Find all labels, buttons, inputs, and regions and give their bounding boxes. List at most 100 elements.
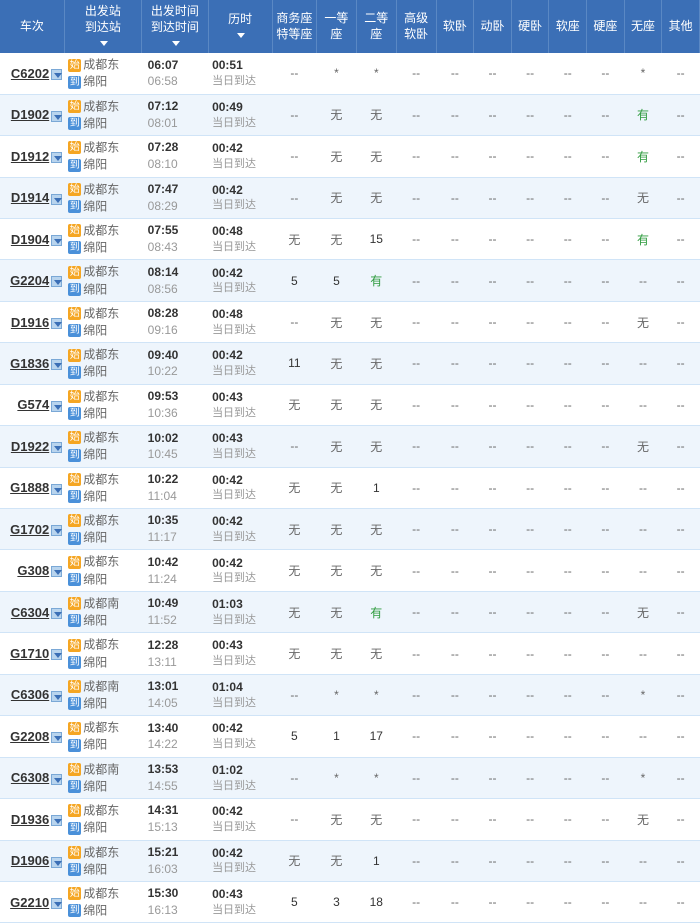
seat-value: 5 [291,895,298,909]
expand-icon[interactable] [51,235,62,246]
train-no-link[interactable]: G1710 [10,646,49,661]
train-no-link[interactable]: D1912 [11,149,49,164]
seat-cell: 无 [272,550,316,591]
train-no-link[interactable]: G1888 [10,480,49,495]
header-col-0[interactable]: 车次 [0,0,64,53]
sort-icon[interactable] [172,41,180,46]
seat-value: -- [451,771,459,785]
seat-value: -- [601,729,609,743]
expand-icon[interactable] [51,318,62,329]
train-no-link[interactable]: G1836 [10,356,49,371]
expand-icon[interactable] [51,194,62,205]
expand-icon[interactable] [51,359,62,370]
header-col-9[interactable]: 动卧 [474,0,512,53]
header-col-2[interactable]: 出发时间到达时间 [142,0,208,53]
train-no-link[interactable]: C6308 [11,770,49,785]
train-no-link[interactable]: D1902 [11,107,49,122]
expand-icon[interactable] [51,774,62,785]
expand-icon[interactable] [51,276,62,287]
header-col-1[interactable]: 出发站到达站 [64,0,141,53]
expand-icon[interactable] [51,69,62,80]
duration: 00:42 [212,347,270,364]
header-col-10[interactable]: 硬卧 [511,0,549,53]
seat-value: -- [451,564,459,578]
station-cell: 始成都东到绵阳 [64,301,141,342]
seat-cell: -- [474,550,512,591]
arrive-time: 11:17 [148,529,206,546]
table-row: G1710始成都东到绵阳12:2813:1100:43当日到达无无无------… [0,633,700,674]
depart-badge: 始 [68,804,81,817]
expand-icon[interactable] [51,691,62,702]
expand-icon[interactable] [51,898,62,909]
expand-icon[interactable] [51,608,62,619]
expand-icon[interactable] [51,649,62,660]
seat-cell: -- [511,426,549,467]
train-no-link[interactable]: D1906 [11,853,49,868]
train-no-link[interactable]: G2210 [10,895,49,910]
header-col-5[interactable]: 一等座 [317,0,357,53]
expand-icon[interactable] [51,401,62,412]
header-col-7[interactable]: 高级软卧 [396,0,436,53]
train-no-link[interactable]: D1936 [11,812,49,827]
arrive-time: 08:01 [148,115,206,132]
train-no-link[interactable]: D1916 [11,315,49,330]
train-no-link[interactable]: C6306 [11,687,49,702]
train-no-link[interactable]: G308 [17,563,49,578]
seat-value: 无 [288,647,300,661]
seat-cell: -- [549,550,587,591]
expand-icon[interactable] [51,442,62,453]
expand-icon[interactable] [51,732,62,743]
header-col-6[interactable]: 二等座 [356,0,396,53]
expand-icon[interactable] [51,525,62,536]
expand-icon[interactable] [51,566,62,577]
seat-value: -- [290,191,298,205]
station-cell: 始成都东到绵阳 [64,550,141,591]
header-col-13[interactable]: 无座 [624,0,662,53]
seat-cell: 无 [356,550,396,591]
seat-value: -- [564,522,572,536]
train-no-link[interactable]: G1702 [10,522,49,537]
train-no-link[interactable]: D1904 [11,232,49,247]
expand-icon[interactable] [51,857,62,868]
seat-value: -- [564,564,572,578]
duration: 00:42 [212,472,270,489]
train-no-link[interactable]: D1922 [11,439,49,454]
header-col-14[interactable]: 其他 [662,0,700,53]
table-row: G574始成都东到绵阳09:5310:3600:43当日到达无无无-------… [0,384,700,425]
train-no-cell: G1888 [0,467,64,508]
expand-icon[interactable] [51,152,62,163]
sort-icon[interactable] [237,33,245,38]
seat-cell: -- [511,840,549,881]
train-no-link[interactable]: G2204 [10,273,49,288]
seat-cell: 无 [624,301,662,342]
seat-cell: -- [624,260,662,301]
expand-icon[interactable] [51,111,62,122]
seat-value: 有 [370,274,382,288]
header-col-12[interactable]: 硬座 [587,0,625,53]
duration: 00:51 [212,57,270,74]
expand-icon[interactable] [51,484,62,495]
sort-icon[interactable] [100,41,108,46]
train-no-link[interactable]: C6202 [11,66,49,81]
header-col-11[interactable]: 软座 [549,0,587,53]
seat-cell: -- [511,260,549,301]
seat-value: -- [488,232,496,246]
train-no-link[interactable]: G2208 [10,729,49,744]
train-no-cell: C6304 [0,591,64,632]
seat-cell: 无 [317,94,357,135]
seat-value: 无 [288,523,300,537]
duration: 00:49 [212,99,270,116]
header-col-3[interactable]: 历时 [208,0,272,53]
header-col-4[interactable]: 商务座特等座 [272,0,316,53]
expand-icon[interactable] [51,815,62,826]
arrive-station: 绵阳 [83,862,107,876]
depart-badge: 始 [68,390,81,403]
train-no-link[interactable]: C6304 [11,605,49,620]
header-col-8[interactable]: 软卧 [436,0,474,53]
table-row: D1904始成都东到绵阳07:5508:4300:48当日到达无无15-----… [0,218,700,259]
train-no-link[interactable]: D1914 [11,190,49,205]
duration-cell: 00:51当日到达 [208,53,272,94]
seat-cell: 无 [317,591,357,632]
train-no-link[interactable]: G574 [17,397,49,412]
seat-value: -- [451,356,459,370]
